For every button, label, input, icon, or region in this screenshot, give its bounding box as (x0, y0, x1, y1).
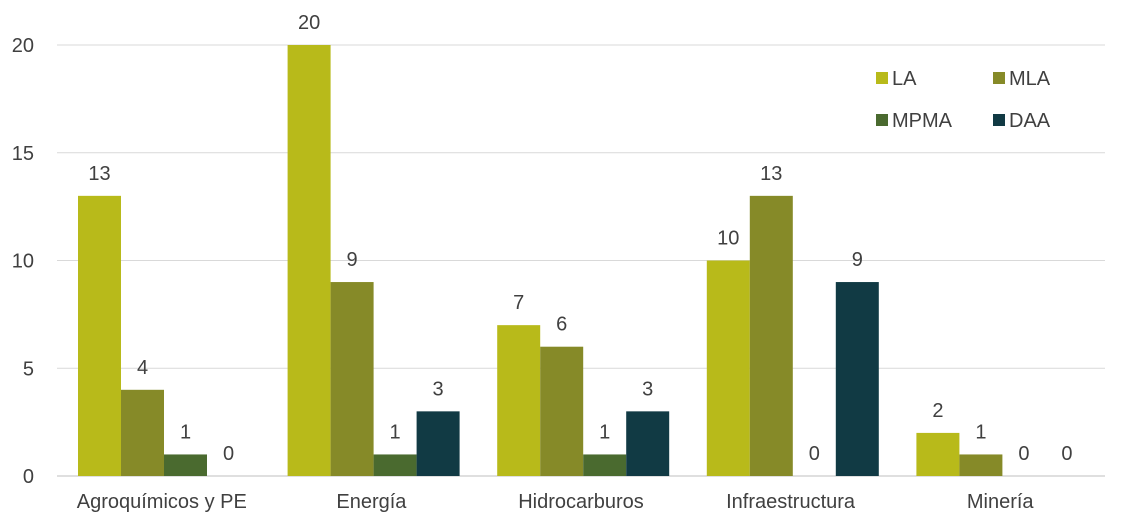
data-label: 0 (223, 443, 234, 465)
x-tick-label: Energía (336, 491, 407, 513)
data-label: 1 (390, 421, 401, 443)
bar-la-1 (287, 45, 331, 476)
legend-swatch-la (876, 72, 888, 84)
bar-la-2 (497, 325, 541, 476)
bar-mla-3 (749, 195, 793, 476)
data-label: 0 (809, 443, 820, 465)
y-tick-label: 5 (23, 358, 34, 380)
data-label: 2 (932, 400, 943, 422)
data-label: 0 (1061, 443, 1072, 465)
x-tick-label: Agroquímicos y PE (77, 491, 247, 513)
bar-mpma-0 (164, 454, 207, 476)
data-label: 13 (760, 163, 782, 185)
bar-mpma-1 (373, 454, 417, 476)
bar-mla-0 (121, 389, 164, 476)
legend-label-daa: DAA (1009, 110, 1051, 132)
y-tick-label: 15 (12, 143, 34, 165)
bar-la-4 (916, 432, 960, 476)
data-label: 4 (137, 357, 148, 379)
bar-mla-2 (540, 346, 584, 476)
y-tick-label: 0 (23, 466, 34, 488)
legend-swatch-daa (993, 114, 1005, 126)
data-label: 3 (433, 378, 444, 400)
bar-daa-3 (835, 282, 879, 476)
legend-label-mla: MLA (1009, 68, 1051, 90)
bar-daa-1 (416, 411, 460, 476)
bar-mla-1 (330, 282, 374, 476)
data-label: 3 (642, 378, 653, 400)
x-tick-label: Hidrocarburos (518, 491, 644, 513)
legend-swatch-mpma (876, 114, 888, 126)
bar-mpma-2 (583, 454, 627, 476)
legend: LA MLA MPMA DAA (876, 68, 1051, 132)
data-label: 9 (347, 249, 358, 271)
data-label: 20 (298, 12, 320, 34)
data-label: 10 (717, 228, 739, 250)
data-label: 1 (975, 421, 986, 443)
y-axis-tick-labels: 0 5 10 15 20 (12, 35, 34, 488)
data-label: 0 (1018, 443, 1029, 465)
bar-daa-2 (626, 411, 670, 476)
legend-label-la: LA (892, 68, 917, 90)
data-label: 1 (180, 421, 191, 443)
legend-label-mpma: MPMA (892, 110, 953, 132)
x-tick-label: Minería (967, 491, 1035, 513)
bar-la-0 (78, 195, 121, 476)
data-label: 13 (88, 163, 110, 185)
bars (78, 45, 1003, 476)
data-label: 6 (556, 314, 567, 336)
x-axis-tick-labels: Agroquímicos y PE Energía Hidrocarburos Inf… (77, 491, 1035, 513)
y-tick-label: 20 (12, 35, 34, 57)
x-tick-label: Infraestructura (726, 491, 856, 513)
y-tick-label: 10 (12, 251, 34, 273)
bar-la-3 (706, 260, 750, 476)
data-label: 9 (852, 249, 863, 271)
data-label: 1 (599, 421, 610, 443)
bar-mla-4 (959, 454, 1003, 476)
data-label: 7 (513, 292, 524, 314)
legend-swatch-mla (993, 72, 1005, 84)
